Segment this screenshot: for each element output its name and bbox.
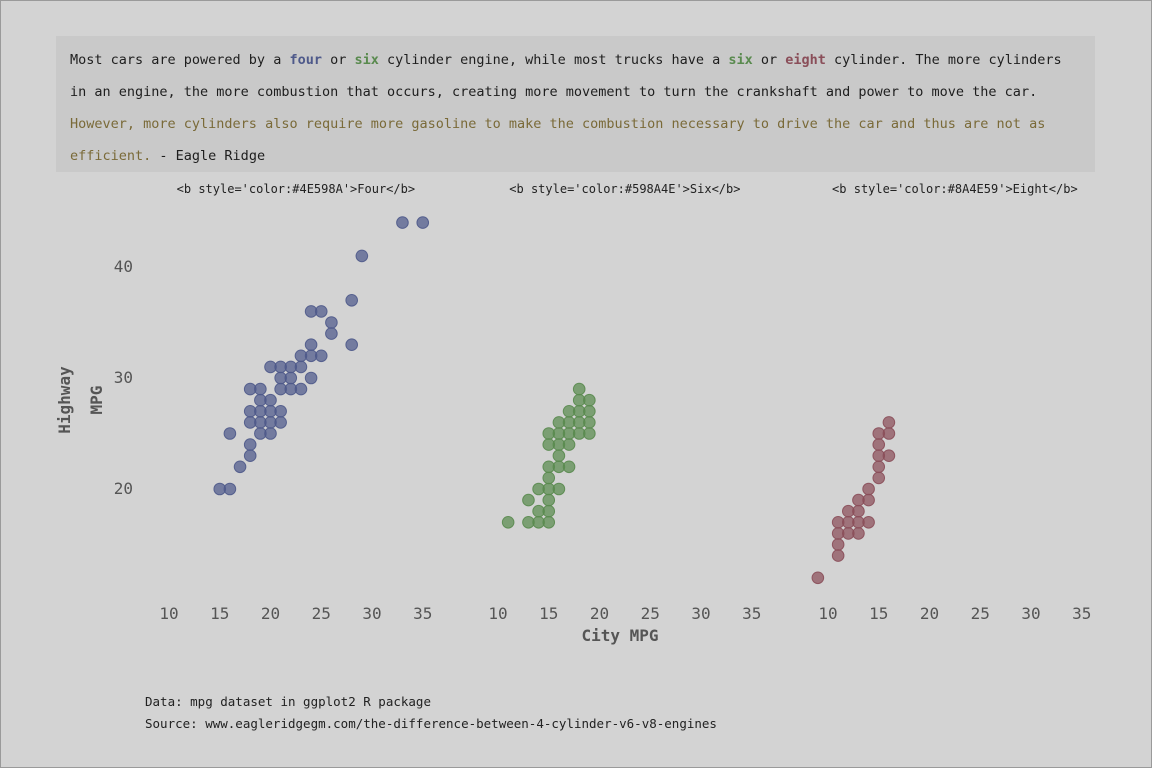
caption-data: Data: mpg dataset in ggplot2 R package [145,694,431,709]
x-tick-label-2-0: 10 [818,604,837,623]
scatter-point-0-17 [264,393,277,407]
y-tick-label-0: 20 [114,479,133,498]
x-tick-label-2-3: 25 [971,604,990,623]
y-axis-title-line-0: Highway [55,366,74,434]
intro-attribution: - Eagle Ridge [151,148,266,164]
scatter-point-0-19 [274,416,287,429]
intro-keyword-six: six [354,52,379,68]
scatter-point-2-2 [831,538,845,551]
panel-1: <b style='color:#598A4E'>Six</b> 10 15 20 25… [488,182,761,623]
x-tick-label-0-5: 35 [413,604,432,623]
scatter-point-2-12 [862,516,875,529]
intro-keyword-eight: eight [785,52,826,68]
x-tick-label-2-4: 30 [1021,604,1040,623]
y-tick-label-1: 30 [114,368,133,387]
scatter-point-1-31 [583,416,596,429]
scatter-point-0-5 [243,438,257,451]
scatter-point-2-13 [862,493,875,507]
scatter-point-2-10 [852,504,865,518]
x-tick-label-0-0: 10 [159,604,178,623]
scatter-point-1-16 [552,449,566,463]
x-tick-label-0-3: 25 [312,604,331,623]
x-tick-label-0-4: 30 [362,604,381,623]
intro-highlight: However, more cylinders also require mor… [70,116,1046,164]
scatter-point-0-25 [284,371,298,385]
scatter-point-0-13 [254,382,267,396]
scatter-point-1-14 [552,482,566,496]
scatter-point-0-32 [304,338,318,352]
scatter-point-2-22 [882,416,896,429]
intro-text-5: cylinder. The more cylinders in an engin… [70,52,1062,100]
scatter-point-0-14 [264,427,277,440]
panel-0: <b style='color:#4E598A'>Four</b> 10 15 20 2… [159,182,432,623]
caption-source: Source: www.eagleridgegm.com/the-differe… [145,716,717,731]
intro-text-3: cylinder engine, while most trucks have … [378,52,729,68]
scatter-point-2-16 [872,460,886,474]
y-tick-label-2: 40 [114,257,133,276]
scatter-point-0-4 [243,449,257,463]
x-tick-label-0-2: 20 [261,604,280,623]
scatter-point-0-20 [274,405,287,418]
scatter-point-2-14 [862,482,875,496]
x-axis-title: City MPG [581,626,658,645]
intro-keyword-four: four [289,52,322,68]
x-tick-label-2-1: 15 [869,604,888,623]
x-tick-label-1-5: 35 [742,604,761,623]
scatter-point-0-39 [345,294,359,307]
scatter-point-0-41 [396,216,409,229]
scatter-point-0-36 [325,327,338,340]
scatter-point-2-15 [872,471,886,485]
panel-2: <b style='color:#8A4E59'>Eight</b> 10 15 20… [811,182,1091,623]
scatter-point-0-27 [294,382,308,396]
intro-keyword-six-2: six [728,52,753,68]
scatter-point-1-8 [542,493,556,507]
scatter-point-1-29 [572,382,586,396]
scatter-point-1-10 [542,471,556,485]
scatter-point-1-21 [562,438,576,451]
panel-strip-label-2: <b style='color:#8A4E59'>Eight</b> [832,182,1078,196]
x-tick-label-2-5: 35 [1072,604,1091,623]
x-tick-label-1-0: 10 [488,604,507,623]
intro-text-1: Most cars are powered by a [70,52,290,68]
scatter-point-0-1 [223,482,237,496]
x-tick-label-0-1: 15 [210,604,229,623]
scatter-point-2-1 [831,549,845,562]
scatter-point-0-40 [355,249,369,263]
scatter-point-1-6 [542,516,556,529]
scatter-point-0-34 [314,349,328,363]
scatter-point-1-2 [522,493,535,507]
scatter-point-1-7 [542,504,556,518]
scatter-point-1-20 [562,460,576,474]
panel-strip-label-1: <b style='color:#598A4E'>Six</b> [509,182,740,196]
scatter-point-2-20 [882,449,896,463]
intro-text-box: Most cars are powered by a four or six c… [56,36,1095,172]
scatter-point-1-33 [583,393,596,407]
scatter-point-0-38 [345,338,359,352]
y-axis-title-line-1: MPG [87,386,106,415]
scatter-point-2-8 [852,527,865,540]
scatter-point-0-35 [314,305,328,318]
scatter-point-0-2 [223,427,237,440]
scatter-point-2-18 [872,438,886,451]
x-tick-label-1-1: 15 [539,604,558,623]
scatter-point-1-32 [583,405,596,418]
x-tick-label-2-2: 20 [920,604,939,623]
scatter-point-2-0 [811,571,825,585]
x-tick-label-1-2: 20 [590,604,609,623]
scatter-point-0-37 [325,316,338,329]
intro-paragraph: Most cars are powered by a four or six c… [56,44,1095,172]
scatter-point-0-30 [304,371,318,385]
scatter-point-0-42 [416,216,430,229]
x-tick-label-1-3: 25 [641,604,660,623]
panel-strip-label-0: <b style='color:#4E598A'>Four</b> [177,182,415,196]
x-tick-label-1-4: 30 [691,604,710,623]
intro-text-2: or [321,52,355,68]
scatter-point-2-21 [882,427,896,440]
scatter-point-0-3 [233,460,247,474]
intro-text-4: or [752,52,786,68]
scatter-point-0-28 [294,360,308,374]
scatter-point-1-0 [501,516,515,529]
scatter-point-1-30 [583,427,596,440]
